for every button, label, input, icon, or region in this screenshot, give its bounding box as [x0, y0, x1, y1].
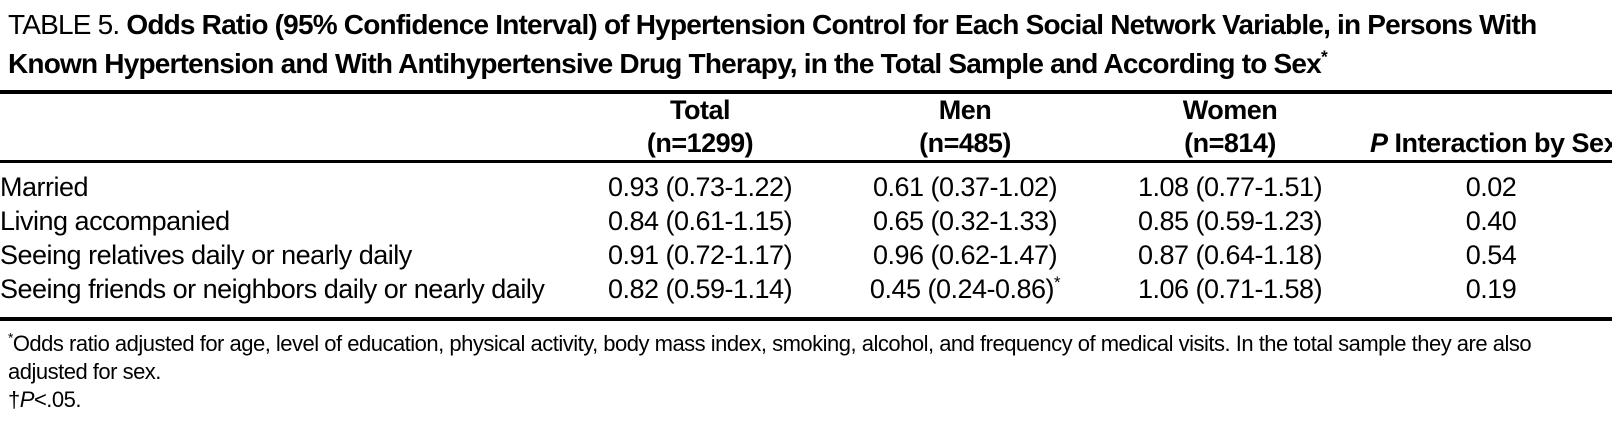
footnote-adjustment-text: Odds ratio adjusted for age, level of ed…	[8, 331, 1532, 384]
column-header-men-line2: (n=485)	[919, 128, 1011, 158]
table-title: TABLE 5. Odds Ratio (95% Confidence Inte…	[0, 0, 1612, 94]
cell-total: 0.93 (0.73-1.22)	[607, 172, 793, 202]
column-header-women-line2: (n=814)	[1184, 128, 1276, 158]
footnotes: *Odds ratio adjusted for age, level of e…	[0, 321, 1612, 414]
cell-men: 0.61 (0.37-1.02)	[872, 172, 1058, 202]
row-label: Married	[0, 172, 89, 202]
cell-women: 0.87 (0.64-1.18)	[1137, 240, 1323, 270]
column-header-men: Men (n=485)	[840, 94, 1090, 163]
cell-p-value: 0.02	[1465, 172, 1517, 202]
column-header-men-line1: Men	[938, 95, 992, 125]
row-label: Seeing friends or neighbors daily or nea…	[0, 274, 545, 304]
cell-men: 0.65 (0.32-1.33)	[872, 206, 1058, 236]
cell-total: 0.82 (0.59-1.14)	[607, 274, 793, 304]
column-header-women-line1: Women	[1182, 95, 1278, 125]
header-row: Total (n=1299) Men (n=485) Women (n=814)…	[0, 94, 1612, 163]
odds-ratio-table: Total (n=1299) Men (n=485) Women (n=814)…	[0, 94, 1612, 321]
cell-men: 0.96 (0.62-1.47)	[872, 240, 1058, 270]
cell-men: 0.45 (0.24-0.86)*	[869, 273, 1061, 304]
column-header-p-interaction: P Interaction by Sex	[1370, 94, 1612, 163]
column-header-total-line2: (n=1299)	[646, 128, 754, 158]
cell-total: 0.91 (0.72-1.17)	[607, 240, 793, 270]
column-header-variable	[0, 94, 560, 163]
table-header: Total (n=1299) Men (n=485) Women (n=814)…	[0, 94, 1612, 163]
footnote-significance: †P<.05.	[8, 386, 1596, 414]
table-number-label: TABLE 5.	[8, 9, 120, 40]
footnote-asterisk-marker: *	[8, 330, 13, 346]
table-row-seeing-relatives: Seeing relatives daily or nearly daily 0…	[0, 238, 1612, 272]
cell-women: 1.08 (0.77-1.51)	[1137, 172, 1323, 202]
cell-total: 0.84 (0.61-1.15)	[607, 206, 793, 236]
row-label: Living accompanied	[0, 206, 230, 236]
footnote-significance-text: <.05.	[33, 387, 82, 412]
cell-p-value: 0.19	[1465, 274, 1517, 304]
p-symbol: P	[1370, 128, 1388, 158]
table-body: Married 0.93 (0.73-1.22) 0.61 (0.37-1.02…	[0, 162, 1612, 319]
cell-women: 0.85 (0.59-1.23)	[1137, 206, 1323, 236]
footnote-adjustment: *Odds ratio adjusted for age, level of e…	[8, 330, 1596, 386]
title-asterisk-marker: *	[1320, 46, 1328, 67]
table-row-married: Married 0.93 (0.73-1.22) 0.61 (0.37-1.02…	[0, 162, 1612, 205]
cell-women: 1.06 (0.71-1.58)	[1137, 274, 1323, 304]
footnote-p-symbol: P	[19, 387, 35, 412]
row-label: Seeing relatives daily or nearly daily	[0, 240, 412, 270]
table-title-text: Odds Ratio (95% Confidence Interval) of …	[8, 9, 1537, 79]
column-header-total-line1: Total	[670, 95, 731, 125]
significance-marker: *	[1054, 273, 1061, 292]
footnote-dagger-marker: †	[8, 387, 20, 412]
column-header-women: Women (n=814)	[1090, 94, 1370, 163]
column-header-total: Total (n=1299)	[560, 94, 840, 163]
cell-p-value: 0.40	[1465, 206, 1517, 236]
table-row-seeing-friends: Seeing friends or neighbors daily or nea…	[0, 272, 1612, 319]
cell-p-value: 0.54	[1465, 240, 1517, 270]
p-interaction-label: Interaction by Sex	[1387, 128, 1612, 158]
table-row-living-accompanied: Living accompanied 0.84 (0.61-1.15) 0.65…	[0, 204, 1612, 238]
